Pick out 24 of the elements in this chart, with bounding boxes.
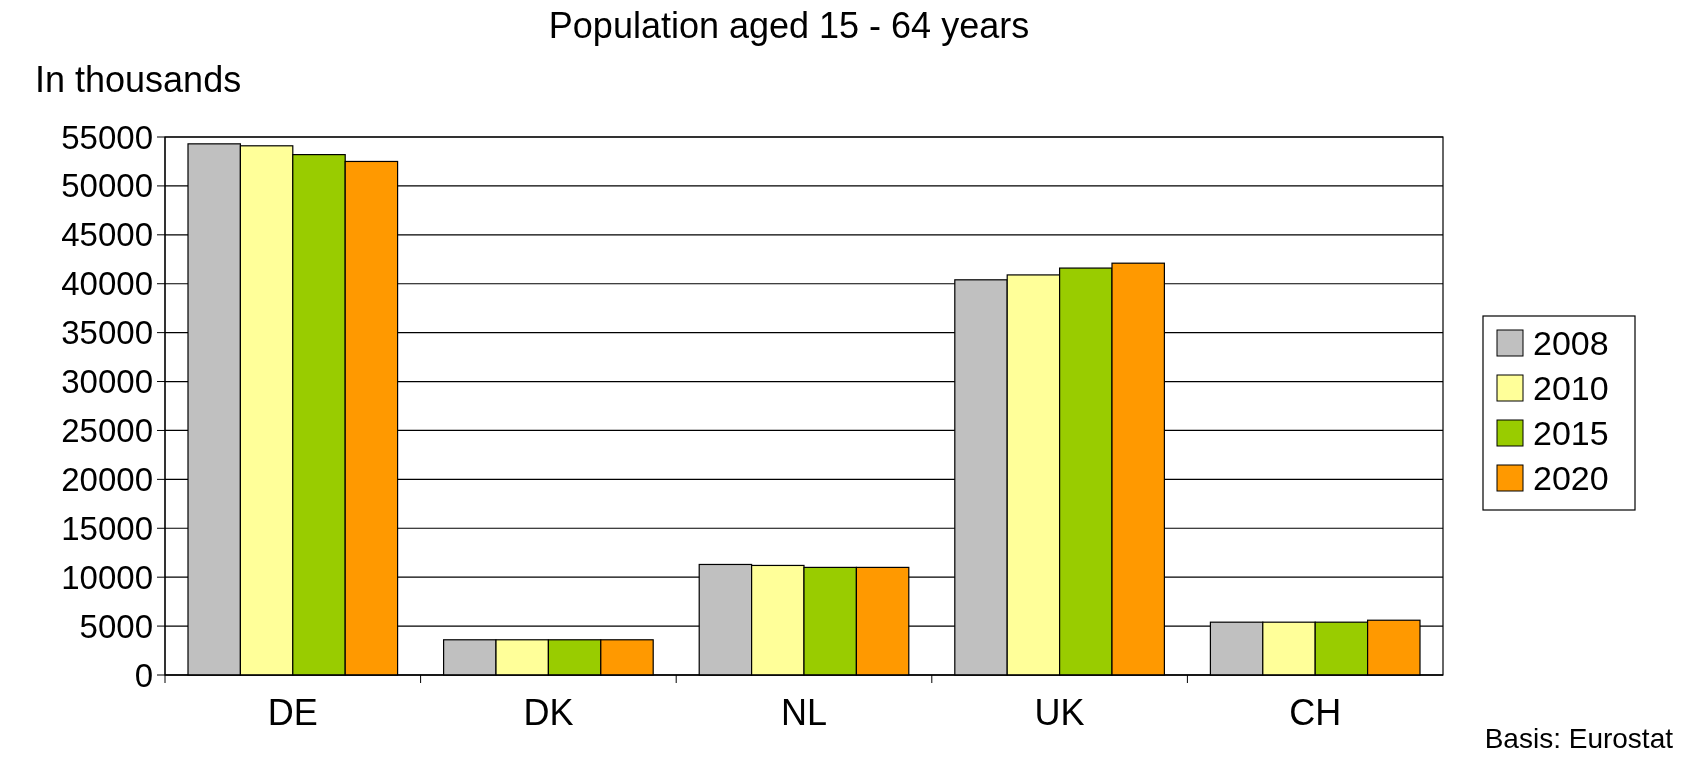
- x-tick-label: UK: [1034, 692, 1085, 733]
- x-tick-label: NL: [780, 692, 828, 733]
- y-tick-label: 25000: [61, 412, 153, 449]
- chart-title: Population aged 15 - 64 years: [548, 5, 1030, 46]
- y-tick-label: 50000: [61, 167, 153, 205]
- y-tick-label: 55000: [61, 118, 153, 156]
- y-tick-label: 0: [134, 656, 153, 694]
- y-tick-label: 30000: [61, 363, 153, 401]
- text: Basis: Eurostat: [1484, 723, 1674, 754]
- y-tick-label: 20000: [61, 460, 153, 498]
- x-tick-label: CH: [1289, 692, 1342, 733]
- x-tick-label: DK: [523, 692, 574, 733]
- y-tick-label: 45000: [61, 216, 153, 254]
- y-tick-label: 10000: [61, 558, 153, 596]
- y-tick-label: 35000: [61, 314, 153, 352]
- legend-label: 2010: [1533, 368, 1609, 407]
- x-tick-label: DE: [267, 692, 318, 733]
- y-tick-label: 15000: [61, 509, 153, 547]
- y-axis-title: In thousands: [35, 59, 242, 100]
- legend-label: 2020: [1533, 458, 1609, 497]
- y-tick-label: 5000: [79, 607, 153, 645]
- legend-label: 2008: [1533, 323, 1609, 362]
- y-tick-label: 40000: [61, 265, 153, 303]
- legend-label: 2015: [1533, 413, 1609, 452]
